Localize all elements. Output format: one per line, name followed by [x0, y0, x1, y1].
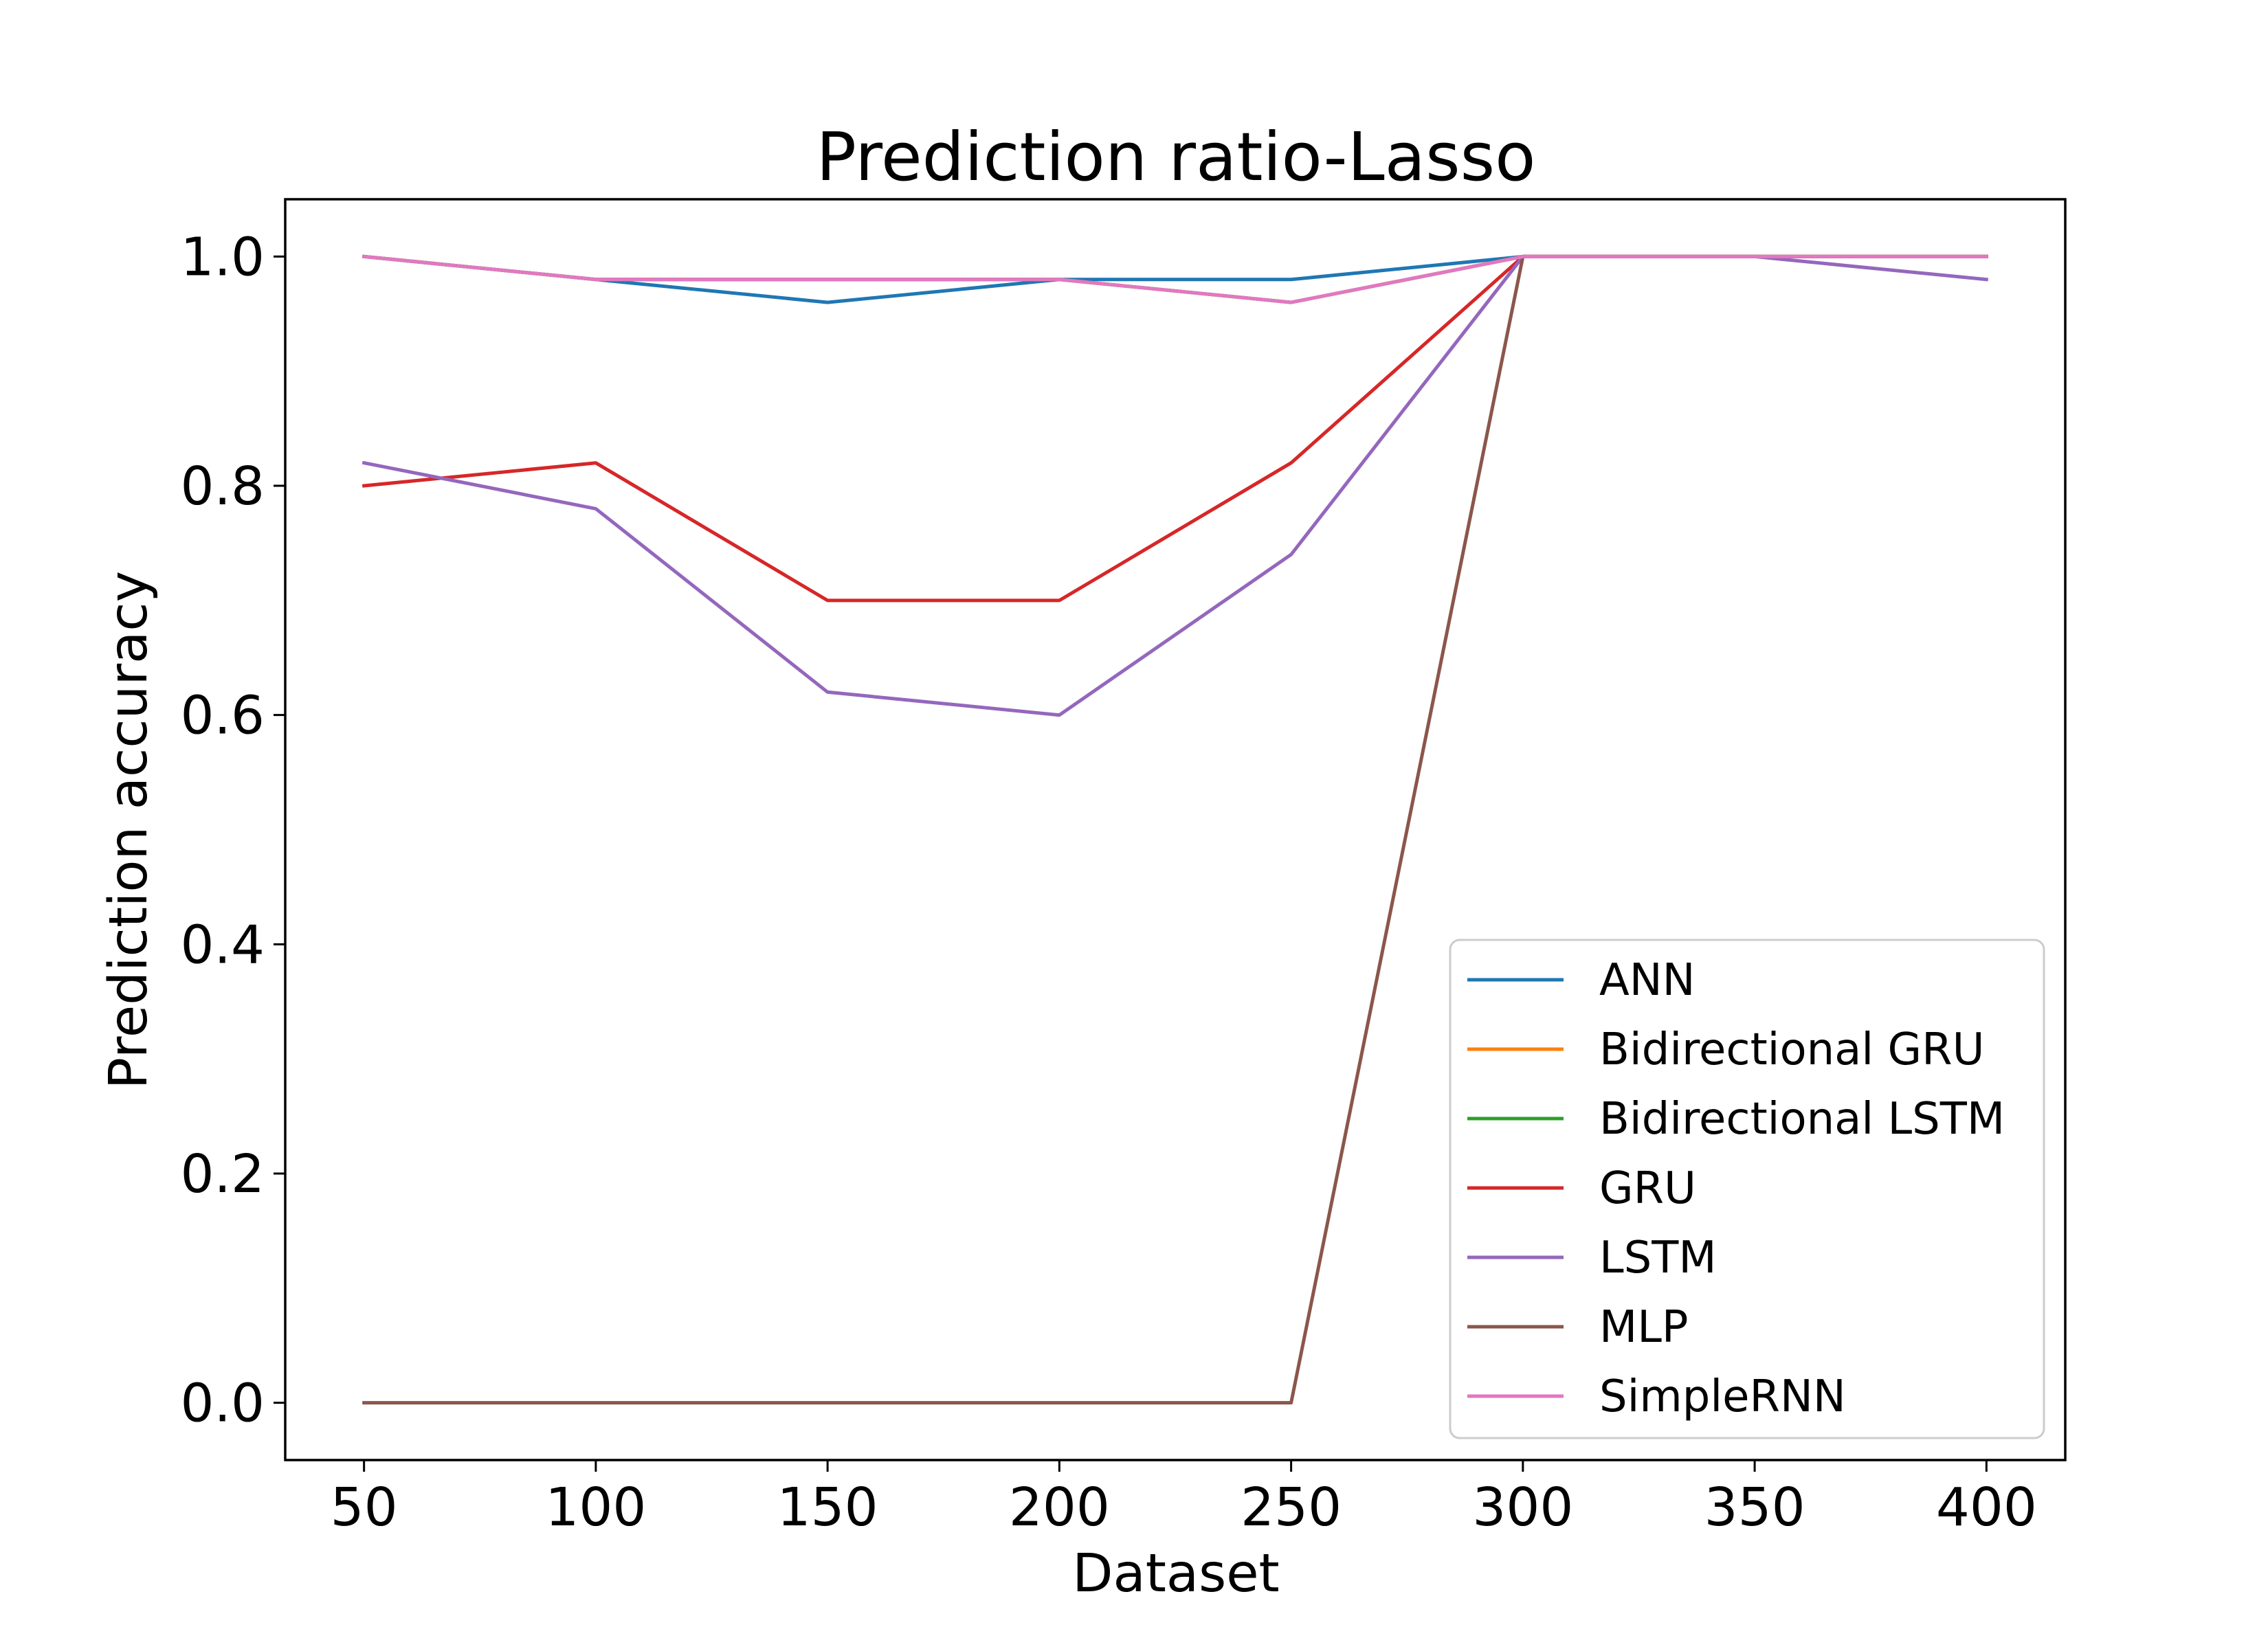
- y-tick-label: 0.0: [181, 1373, 265, 1435]
- x-tick-label: 350: [1704, 1477, 1805, 1538]
- x-tick-label: 250: [1241, 1477, 1342, 1538]
- legend-label-gru: GRU: [1599, 1163, 1696, 1214]
- series-line-simplernn: [362, 254, 1988, 304]
- legend-label-bidirectional-lstm: Bidirectional LSTM: [1599, 1094, 2005, 1145]
- chart-title: Prediction ratio-Lasso: [816, 118, 1535, 196]
- x-tick-label: 400: [1936, 1477, 2037, 1538]
- legend-label-bidirectional-gru: Bidirectional GRU: [1599, 1024, 1984, 1075]
- y-tick-label: 0.8: [181, 456, 265, 517]
- x-tick-label: 50: [331, 1477, 398, 1538]
- series-lines: [362, 254, 1989, 1405]
- x-tick-label: 300: [1472, 1477, 1573, 1538]
- x-tick-label: 150: [777, 1477, 878, 1538]
- axis-ticks: 50 100 150 200 250 300 350 400 0.0 0.2 0.4 0.6 0.8 1.…: [181, 227, 2037, 1538]
- legend-label-mlp: MLP: [1599, 1302, 1688, 1353]
- y-tick-label: 0.4: [181, 915, 265, 976]
- legend: ANN Bidirectional GRU Bidirectional LSTM GR…: [1449, 939, 2045, 1439]
- legend-label-simplernn: SimpleRNN: [1599, 1371, 1846, 1422]
- x-axis-label: Dataset: [1072, 1543, 1280, 1604]
- y-axis-label: Prediction accuracy: [98, 571, 159, 1089]
- y-tick-label: 0.2: [181, 1144, 265, 1205]
- y-tick-label: 0.6: [181, 686, 265, 747]
- y-tick-label: 1.0: [181, 227, 265, 288]
- legend-label-ann: ANN: [1599, 955, 1696, 1006]
- plot-frame: [284, 198, 2067, 1461]
- legend-label-lstm: LSTM: [1599, 1233, 1717, 1283]
- legend-box: [1449, 939, 2045, 1439]
- x-tick-label: 200: [1009, 1477, 1110, 1538]
- x-tick-label: 100: [545, 1477, 646, 1538]
